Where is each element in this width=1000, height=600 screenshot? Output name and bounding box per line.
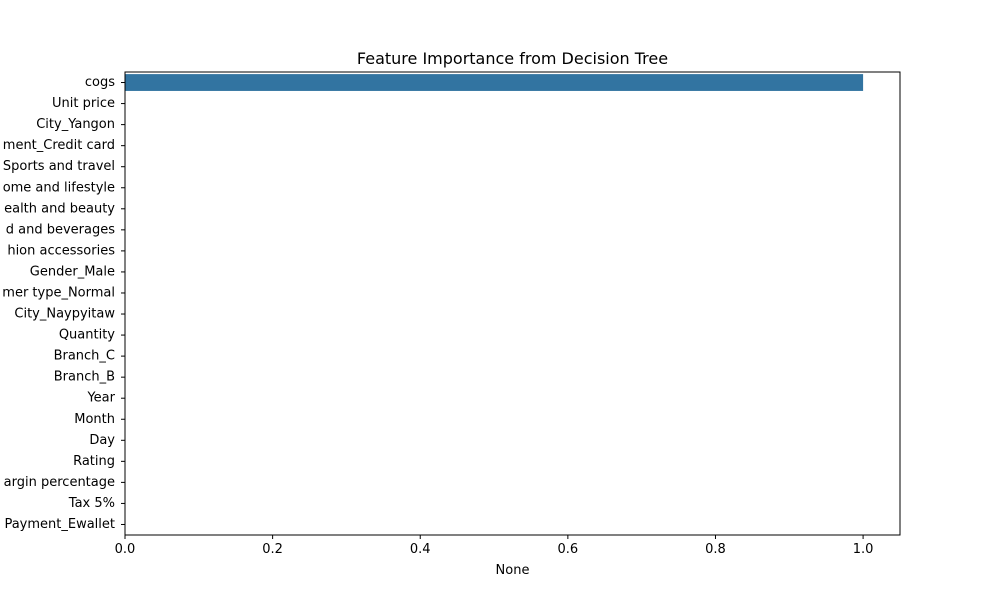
y-tick-label-7: d and beverages: [6, 222, 115, 237]
x-axis: 0.0 0.2 0.4 0.6 0.8 1.0: [115, 535, 874, 557]
y-tick-label-20: Tax 5%: [68, 496, 115, 511]
plot-frame: [124, 71, 901, 536]
x-tick-label-5: 1.0: [853, 542, 874, 557]
y-tick-label-21: Payment_Ewallet: [4, 517, 115, 532]
y-tick-label-5: ome and lifestyle: [3, 180, 115, 195]
x-tick-label-3: 0.6: [558, 542, 579, 557]
y-tick-label-2: City_Yangon: [36, 117, 115, 132]
x-tick-label-1: 0.2: [262, 542, 283, 557]
chart-title: Feature Importance from Decision Tree: [357, 49, 668, 68]
x-tick-label-0: 0.0: [115, 542, 136, 557]
bars-group: [125, 74, 864, 91]
y-tick-label-11: City_Naypyitaw: [14, 307, 115, 322]
y-tick-label-13: Branch_C: [54, 349, 115, 364]
y-tick-label-4: Sports and travel: [3, 159, 115, 174]
y-tick-label-6: ealth and beauty: [4, 201, 115, 216]
y-tick-label-8: hion accessories: [7, 243, 115, 258]
y-tick-label-9: Gender_Male: [30, 264, 115, 279]
y-tick-label-3: ment_Credit card: [3, 138, 115, 153]
x-tick-label-4: 0.8: [705, 542, 726, 557]
y-tick-label-10: mer type_Normal: [2, 285, 115, 300]
x-axis-label: None: [496, 563, 530, 578]
y-tick-label-19: argin percentage: [4, 475, 115, 490]
y-tick-label-0: cogs: [85, 75, 115, 90]
bar-0: [125, 74, 864, 91]
y-tick-label-14: Branch_B: [54, 370, 115, 385]
y-tick-label-12: Quantity: [59, 328, 115, 343]
y-tick-label-1: Unit price: [52, 96, 115, 111]
x-tick-label-2: 0.4: [410, 542, 431, 557]
y-tick-label-18: Rating: [73, 454, 115, 469]
y-tick-label-17: Day: [89, 433, 115, 448]
y-tick-label-15: Year: [86, 391, 115, 406]
y-axis: cogs Unit price City_Yangon ment_Credit car…: [2, 75, 125, 532]
y-tick-label-16: Month: [74, 412, 115, 427]
